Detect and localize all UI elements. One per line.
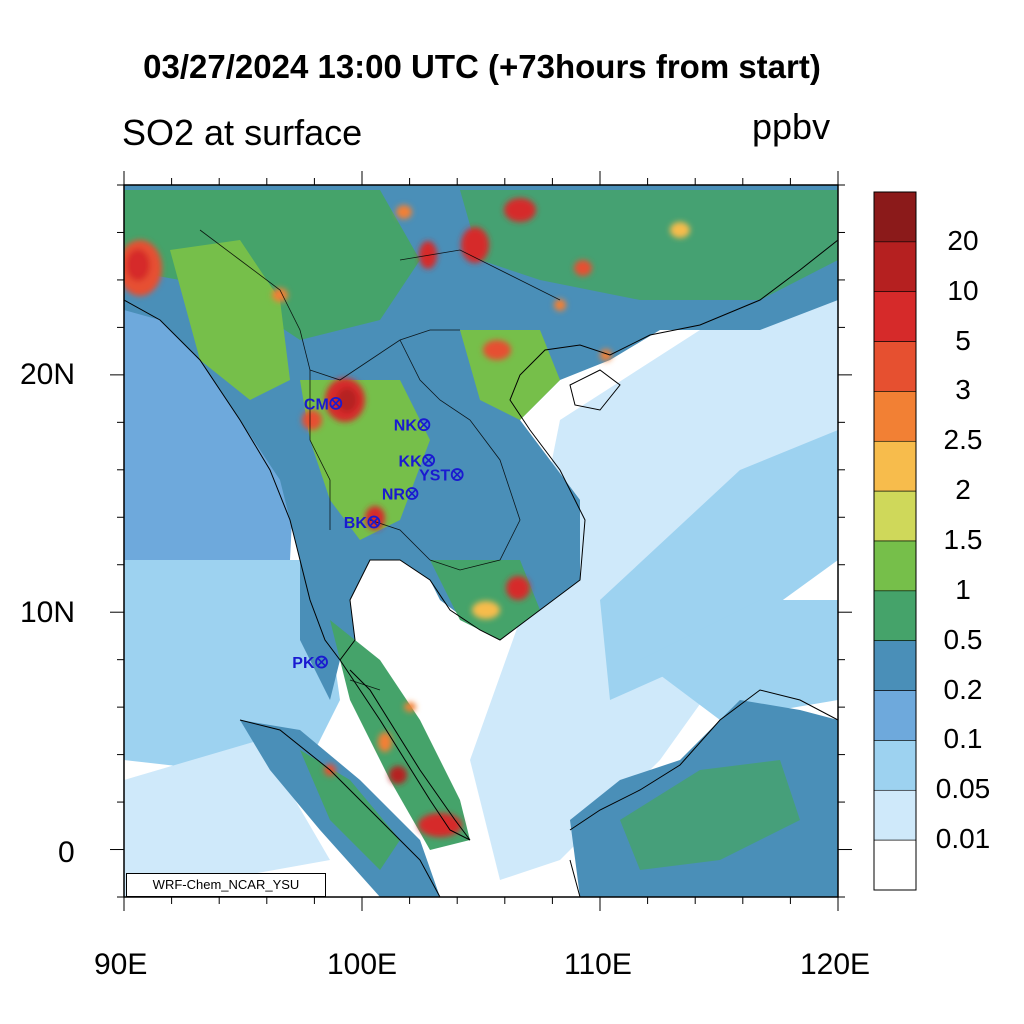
colorbar-swatch [873,391,917,442]
model-credit: WRF-Chem_NCAR_YSU [126,873,326,897]
station-label: BK [344,515,368,532]
lat-label-0: 0 [58,836,75,869]
colorbar-swatch [873,690,917,741]
colorbar-label: 2 [955,474,971,506]
station-cm: CM [304,396,343,413]
station-kk: KK [399,453,436,470]
colorbar-label: 20 [947,224,979,256]
land-field-green-china [460,190,838,300]
ocean-haze-scs-streak [600,430,838,700]
coastlines [124,239,838,897]
station-nr: NR [382,487,419,504]
colorbar-swatch [873,440,917,492]
station-cross-icon [317,657,326,667]
station-label: CM [304,396,329,413]
station-cross-icon [407,489,417,498]
station-cross-icon [331,399,340,408]
station-cross-icon [424,456,433,465]
colorbar-label: 0.01 [935,823,991,855]
colorbar-label: 5 [955,324,971,356]
colorbar-swatch [873,241,917,293]
station-cross-icon [419,420,429,429]
station-marker-icon [367,515,381,529]
station-marker-icon [405,487,419,500]
station-label: KK [399,453,423,470]
colorbar-swatch [873,490,917,542]
colorbar-swatch [873,291,917,342]
lon-label-90e: 90E [94,948,148,981]
lon-label-120e: 120E [800,948,871,981]
colorbar-label: 10 [947,274,979,306]
colorbar-swatch [873,590,917,642]
axis-ticks [110,171,852,911]
colorbar-label: 2.5 [943,424,983,456]
station-label: YST [419,468,450,485]
colorbar-label: 0.2 [943,673,983,705]
station-bk: BK [344,515,381,532]
station-yst: YST [419,468,464,485]
borders [199,229,561,691]
station-cross-icon [369,517,379,527]
colorbar [873,191,917,891]
so2-field [124,185,838,897]
ocean-haze-andaman [124,560,340,780]
station-marker-icon [417,418,431,432]
colorbar-label: 0.1 [943,723,983,755]
colorbar-label: 0.5 [943,623,983,655]
colorbar-label: 3 [955,374,971,406]
land-field-green-thai [300,380,430,540]
lon-label-110e: 110E [564,948,632,981]
colorbar-swatch [873,191,917,243]
station-cross-icon [453,470,462,479]
colorbar-frame [873,191,917,891]
station-marker-icon [422,453,436,467]
station-marker-icon [329,396,343,410]
station-marker-icon [315,655,328,669]
colorbar-swatch [873,740,917,791]
colorbar-label: 1.5 [943,524,983,555]
colorbar-swatch [873,540,917,592]
ocean-haze-borneo-n [640,600,838,720]
land-field-green-north [124,190,420,340]
colorbar-label: 1 [955,573,971,605]
station-nk: NK [394,418,431,435]
hotspots [124,198,690,837]
station-label: NK [394,418,418,435]
station-label: NR [382,487,406,504]
units-subtitle: ppbv [752,106,831,147]
lat-label-10n: 10N [20,596,76,629]
station-marker-icon [450,468,464,481]
colorbar-label: 0.05 [935,773,991,805]
colorbar-swatch [873,839,917,891]
map-title: 03/27/2024 13:00 UTC (+73hours from star… [143,48,821,85]
colorbar-swatch [873,789,917,841]
lat-label-20n: 20N [20,358,76,391]
land-field-malay [330,620,470,850]
lon-label-100e: 100E [327,948,398,981]
plot-frame [123,184,839,898]
variable-subtitle: SO2 at surface [122,112,363,153]
land-field-sumatra-green [300,750,400,870]
station-label: PK [292,655,315,672]
colorbar-swatch [873,640,917,691]
land-field-borneo-inner [620,760,800,870]
colorbar-swatch [873,341,917,392]
station-pk: PK [292,655,328,672]
